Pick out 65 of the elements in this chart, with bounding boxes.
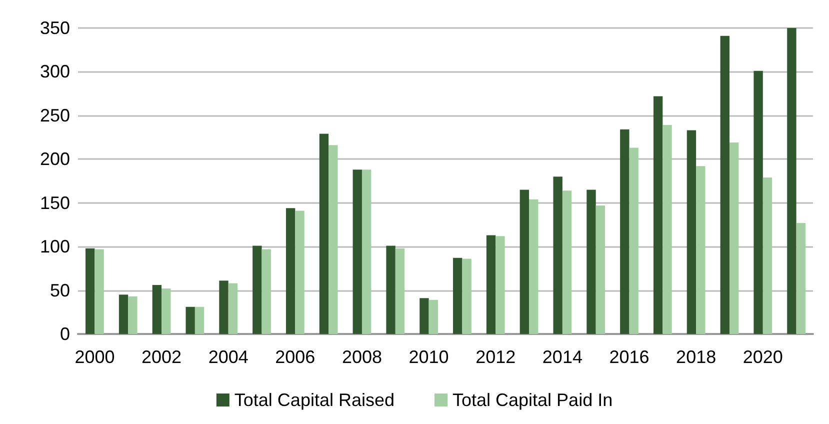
bar bbox=[420, 298, 429, 334]
bar bbox=[562, 190, 572, 334]
bar bbox=[219, 280, 228, 334]
x-tick-label: 2008 bbox=[342, 347, 382, 367]
bar bbox=[186, 306, 195, 334]
bar bbox=[362, 170, 372, 334]
legend-label: Total Capital Paid In bbox=[452, 390, 613, 410]
bar bbox=[162, 288, 171, 334]
bar bbox=[662, 125, 672, 334]
bar bbox=[252, 246, 262, 334]
bar bbox=[352, 170, 362, 334]
y-tick-label: 150 bbox=[40, 192, 70, 213]
bar bbox=[395, 248, 405, 334]
bar bbox=[696, 166, 706, 334]
bar bbox=[520, 190, 530, 334]
bar bbox=[319, 134, 329, 334]
y-tick-label: 300 bbox=[40, 62, 70, 82]
x-tick-label: 2012 bbox=[476, 347, 516, 367]
x-tick-label: 2018 bbox=[676, 347, 716, 367]
y-tick-label: 0 bbox=[60, 324, 70, 344]
x-tick-label: 2004 bbox=[208, 347, 248, 367]
x-tick-label: 2000 bbox=[74, 347, 115, 367]
bar bbox=[686, 130, 696, 334]
bar bbox=[629, 148, 638, 334]
bar bbox=[729, 142, 739, 334]
x-tick-label: 2010 bbox=[408, 347, 449, 367]
bar bbox=[762, 178, 772, 334]
bar bbox=[262, 249, 271, 334]
bar bbox=[152, 285, 162, 334]
y-tick-label: 50 bbox=[50, 280, 70, 300]
x-tick-label: 2016 bbox=[609, 347, 650, 367]
bar bbox=[796, 222, 806, 334]
bar bbox=[428, 300, 438, 334]
bar bbox=[453, 258, 462, 334]
bar bbox=[328, 145, 338, 334]
x-tick-label: 2006 bbox=[275, 347, 316, 367]
bar bbox=[653, 96, 663, 334]
y-tick-label: 350 bbox=[40, 18, 70, 38]
legend-label: Total Capital Raised bbox=[234, 390, 395, 410]
bar bbox=[286, 208, 296, 334]
x-tick-label: 2014 bbox=[542, 347, 582, 367]
bar bbox=[228, 283, 238, 334]
bar bbox=[553, 176, 562, 334]
bar bbox=[620, 129, 630, 334]
bar bbox=[94, 249, 104, 334]
bar bbox=[787, 28, 796, 334]
bar bbox=[118, 294, 128, 334]
bar bbox=[462, 258, 472, 334]
bar bbox=[754, 70, 763, 334]
bar bbox=[295, 210, 304, 334]
bar bbox=[86, 248, 95, 334]
bar bbox=[386, 246, 396, 334]
bar bbox=[720, 36, 730, 334]
bar bbox=[128, 296, 138, 334]
x-tick-label: 2002 bbox=[142, 347, 182, 367]
bar bbox=[596, 205, 606, 334]
y-tick-label: 250 bbox=[40, 105, 70, 126]
bar bbox=[496, 236, 505, 334]
bar bbox=[529, 199, 538, 334]
bar bbox=[194, 306, 204, 334]
y-tick-label: 100 bbox=[40, 236, 70, 257]
bar bbox=[486, 235, 496, 334]
bar bbox=[586, 190, 596, 334]
y-tick-label: 200 bbox=[40, 149, 70, 170]
x-tick-label: 2020 bbox=[742, 347, 783, 367]
